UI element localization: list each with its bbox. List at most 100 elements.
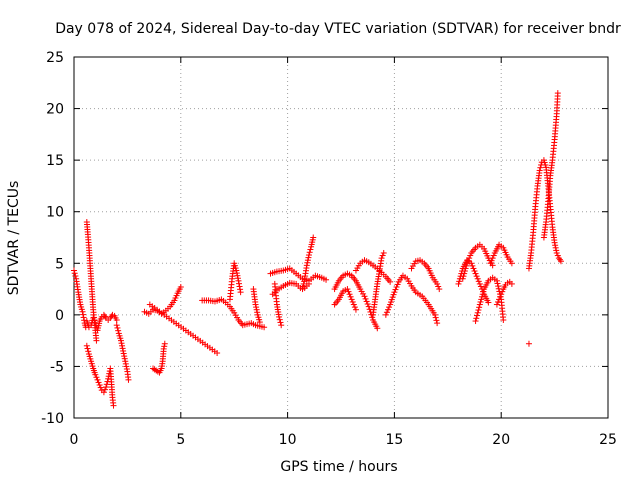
data-point (80, 311, 87, 318)
data-point (261, 324, 268, 331)
data-point (349, 298, 356, 305)
data-point (233, 267, 240, 274)
data-point (431, 311, 438, 318)
data-point (473, 315, 480, 322)
data-point (351, 304, 358, 311)
data-point (500, 317, 507, 324)
data-point (386, 304, 393, 311)
data-point (497, 293, 504, 300)
x-axis-label: GPS time / hours (280, 459, 397, 475)
data-point (125, 376, 132, 383)
data-point (122, 360, 129, 367)
data-point (120, 347, 127, 354)
data-point (434, 320, 441, 327)
data-point (233, 270, 240, 277)
data-point (455, 280, 462, 287)
data-point (553, 247, 560, 254)
data-point (485, 299, 492, 306)
data-point (123, 366, 130, 373)
y-tick-label: 15 (46, 153, 64, 169)
data-point (119, 345, 126, 352)
data-point (278, 322, 285, 329)
data-point (489, 255, 496, 262)
data-point (394, 281, 401, 288)
data-point (488, 257, 495, 264)
y-tick-label: -10 (41, 411, 64, 427)
data-point (480, 288, 487, 295)
data-point (478, 293, 485, 300)
data-point (100, 389, 107, 396)
data-point (350, 301, 357, 308)
y-axis-label: SDTVAR / TECUs (6, 181, 22, 296)
data-point (93, 374, 100, 381)
x-tick-label: 20 (492, 432, 510, 448)
data-point (276, 313, 283, 320)
data-point (495, 283, 502, 290)
data-point (101, 386, 108, 393)
data-point (365, 303, 372, 310)
data-point (344, 286, 351, 293)
data-point (254, 309, 261, 316)
data-point (352, 306, 359, 313)
data-point (236, 283, 243, 290)
data-point (466, 255, 473, 262)
data-point (477, 283, 484, 290)
data-point (459, 275, 466, 282)
data-point (487, 260, 494, 267)
data-point (472, 318, 479, 325)
data-point (108, 313, 115, 320)
data-point (473, 273, 480, 280)
data-point (80, 314, 87, 321)
data-point (113, 317, 120, 324)
chart-title: Day 078 of 2024, Sidereal Day-to-day VTE… (55, 21, 621, 37)
data-point (508, 260, 515, 267)
data-point (237, 286, 244, 293)
data-point (299, 286, 306, 293)
data-point (95, 379, 102, 386)
x-tick-label: 5 (176, 432, 185, 448)
data-point (310, 234, 317, 241)
data-point (552, 242, 559, 249)
data-point (115, 327, 122, 334)
data-point (494, 298, 501, 305)
data-point (433, 317, 440, 324)
data-point (478, 296, 485, 303)
data-point (119, 342, 126, 349)
data-point (122, 358, 129, 365)
data-point (392, 286, 399, 293)
data-point (161, 343, 168, 350)
data-point (460, 273, 467, 280)
data-point (83, 342, 90, 349)
data-point (253, 306, 260, 313)
data-point (551, 239, 558, 246)
data-point (364, 301, 371, 308)
data-point (161, 340, 168, 347)
data-point (432, 314, 439, 321)
data-point (361, 293, 368, 300)
y-tick-label: 0 (55, 308, 64, 324)
data-point (121, 353, 128, 360)
data-point (434, 280, 441, 287)
data-point (234, 275, 241, 282)
data-point (71, 267, 77, 274)
x-tick-label: 25 (599, 432, 617, 448)
data-point (476, 304, 483, 311)
data-point (214, 350, 221, 357)
data-point (123, 363, 130, 370)
data-point (305, 252, 312, 259)
data-point (374, 325, 381, 332)
data-point (525, 340, 532, 347)
data-point (470, 265, 477, 272)
data-point (91, 317, 98, 324)
data-point (493, 301, 500, 308)
data-point (160, 345, 167, 352)
data-point (476, 280, 483, 287)
data-point (493, 277, 500, 284)
data-point (84, 345, 91, 352)
data-point (306, 249, 313, 256)
data-point (461, 268, 468, 275)
y-tick-label: 10 (46, 205, 64, 221)
plot-frame (73, 56, 609, 419)
data-point (536, 167, 543, 174)
data-point (378, 255, 385, 262)
